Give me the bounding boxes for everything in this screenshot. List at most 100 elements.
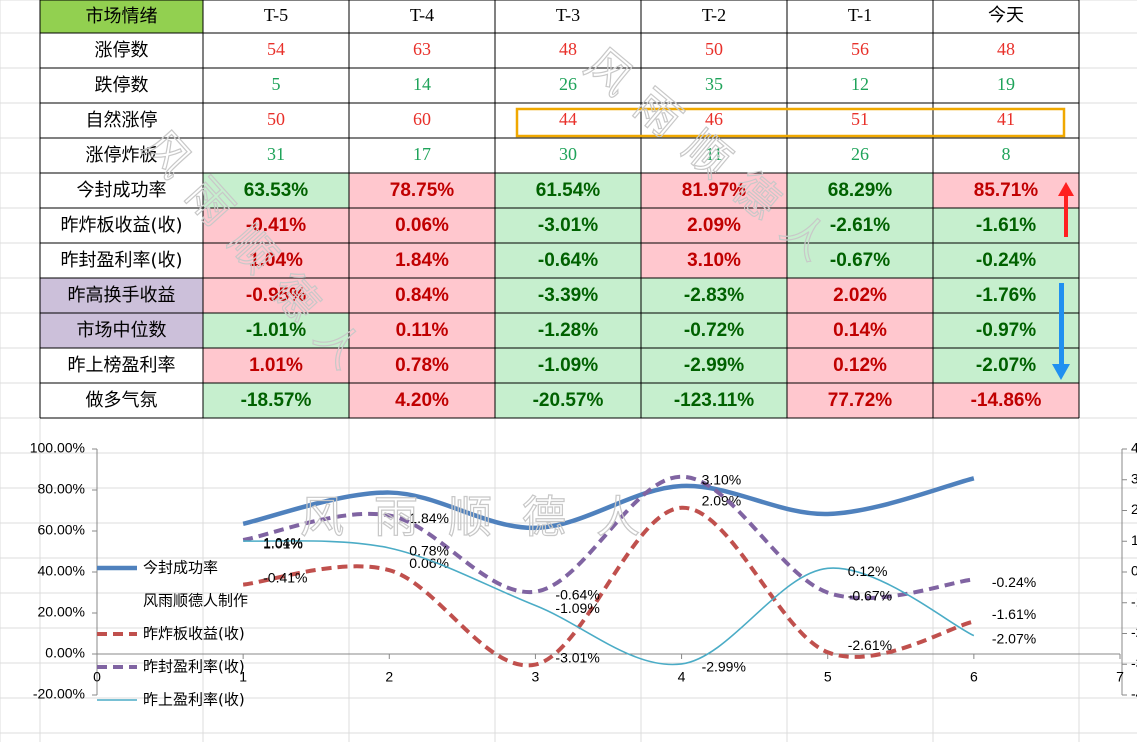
cell-text: 51 bbox=[851, 109, 869, 129]
chart: 100.00%80.00%60.00%40.00%20.00%0.00%-20.… bbox=[30, 440, 1137, 709]
data-label: 1.84% bbox=[409, 510, 449, 526]
cell-text: 26 bbox=[559, 74, 577, 94]
cell-fill bbox=[787, 313, 933, 348]
cell-text: 19 bbox=[997, 74, 1015, 94]
cell-text: 12 bbox=[851, 74, 869, 94]
cell-text: 41 bbox=[997, 109, 1015, 129]
cell-text: -0.64% bbox=[538, 250, 598, 271]
cell-text: 17 bbox=[413, 144, 431, 164]
header-text: T-5 bbox=[264, 5, 288, 25]
legend-label: 今封成功率 bbox=[143, 559, 218, 577]
cell-text: 0.84% bbox=[395, 285, 449, 306]
cell-text: 3.10% bbox=[687, 250, 741, 271]
cell-fill bbox=[787, 208, 933, 243]
cell-text: -1.76% bbox=[976, 285, 1036, 306]
data-label: -0.41% bbox=[263, 569, 307, 585]
cell-text: -1.01% bbox=[246, 320, 306, 341]
cell-fill bbox=[203, 348, 349, 383]
row-label: 市场中位数 bbox=[77, 320, 167, 341]
y-tick-label: 40.00% bbox=[38, 563, 85, 579]
cell-text: -0.41% bbox=[246, 215, 306, 236]
data-label: 0.06% bbox=[409, 555, 449, 571]
data-label: -2.07% bbox=[992, 630, 1036, 646]
cell-fill bbox=[933, 383, 1079, 418]
data-label: 3.10% bbox=[702, 471, 742, 487]
cell-fill bbox=[641, 348, 787, 383]
series-line bbox=[242, 476, 975, 531]
highlight-box bbox=[515, 107, 1066, 138]
x-tick-label: 0 bbox=[93, 669, 101, 685]
row-label: 昨封盈利率(收) bbox=[60, 250, 182, 271]
cell-fill bbox=[641, 278, 787, 313]
legend-note: 风雨顺德人制作 bbox=[143, 592, 248, 610]
cell-fill bbox=[933, 278, 1079, 313]
data-label: -0.67% bbox=[848, 587, 892, 603]
x-tick-label: 4 bbox=[678, 669, 686, 685]
cell-text: 8 bbox=[1002, 144, 1011, 164]
cell-text: -123.11% bbox=[674, 390, 754, 411]
y-tick-label: -20.00% bbox=[33, 686, 85, 702]
row-label: 跌停数 bbox=[95, 75, 149, 96]
cell-text: 0.06% bbox=[395, 215, 449, 236]
cell-text: -0.67% bbox=[830, 250, 890, 271]
cell-text: 61.54% bbox=[536, 180, 601, 201]
cell-fill bbox=[203, 278, 349, 313]
cell-text: 35 bbox=[705, 74, 723, 94]
cell-text: -0.72% bbox=[684, 320, 744, 341]
cell-fill bbox=[495, 313, 641, 348]
cell-fill bbox=[787, 278, 933, 313]
cell-text: 1.84% bbox=[395, 250, 449, 271]
row-label: 涨停数 bbox=[95, 40, 149, 61]
cell-fill bbox=[787, 348, 933, 383]
cell-fill bbox=[203, 243, 349, 278]
cell-fill bbox=[495, 243, 641, 278]
header-text: 今天 bbox=[988, 5, 1024, 25]
cell-text: 68.29% bbox=[828, 180, 893, 201]
row-label: 涨停炸板 bbox=[86, 145, 158, 166]
cell-fill bbox=[787, 243, 933, 278]
cell-text: -1.61% bbox=[976, 215, 1036, 236]
y2-tick-label: -2 bbox=[1131, 624, 1137, 640]
cell-text: -1.09% bbox=[538, 355, 598, 376]
cell-text: -18.57% bbox=[241, 390, 312, 411]
cell-text: -2.61% bbox=[830, 215, 890, 236]
data-label: 1.01% bbox=[263, 536, 303, 552]
data-label: -1.61% bbox=[992, 606, 1036, 622]
cell-text: 0.11% bbox=[396, 320, 449, 341]
y2-tick-label: 0 bbox=[1131, 563, 1137, 579]
cell-text: -2.83% bbox=[684, 285, 744, 306]
data-label: -2.61% bbox=[848, 637, 892, 653]
cell-fill bbox=[641, 208, 787, 243]
cell-text: 1.01% bbox=[249, 355, 303, 376]
cell-fill bbox=[203, 313, 349, 348]
cell-fill bbox=[495, 383, 641, 418]
cell-text: 1.04% bbox=[249, 250, 303, 271]
data-label: -0.24% bbox=[992, 574, 1036, 590]
cell-fill bbox=[203, 383, 349, 418]
cell-fill bbox=[203, 208, 349, 243]
legend-label: 昨封盈利率(收) bbox=[143, 658, 245, 676]
data-label: -2.99% bbox=[702, 659, 746, 675]
row-label-cell bbox=[40, 278, 203, 313]
cell-text: 85.71% bbox=[974, 180, 1039, 201]
cell-text: -14.86% bbox=[971, 390, 1042, 411]
cell-fill bbox=[933, 173, 1079, 208]
cell-fill bbox=[641, 243, 787, 278]
row-label: 昨上榜盈利率 bbox=[68, 355, 176, 376]
cell-text: 4.20% bbox=[395, 390, 449, 411]
cell-text: -0.24% bbox=[976, 250, 1036, 271]
cell-fill bbox=[641, 313, 787, 348]
y2-tick-label: -4 bbox=[1131, 686, 1137, 702]
cell-fill bbox=[203, 173, 349, 208]
cell-fill bbox=[495, 348, 641, 383]
cell-text: 48 bbox=[559, 39, 577, 59]
cell-text: 63 bbox=[413, 39, 431, 59]
row-label: 昨高换手收益 bbox=[68, 285, 176, 306]
cell-fill bbox=[349, 208, 495, 243]
header-cell bbox=[40, 0, 203, 33]
cell-text: 0.78% bbox=[395, 355, 449, 376]
cell-text: -2.99% bbox=[684, 355, 744, 376]
cell-fill bbox=[495, 173, 641, 208]
cell-fill bbox=[495, 208, 641, 243]
